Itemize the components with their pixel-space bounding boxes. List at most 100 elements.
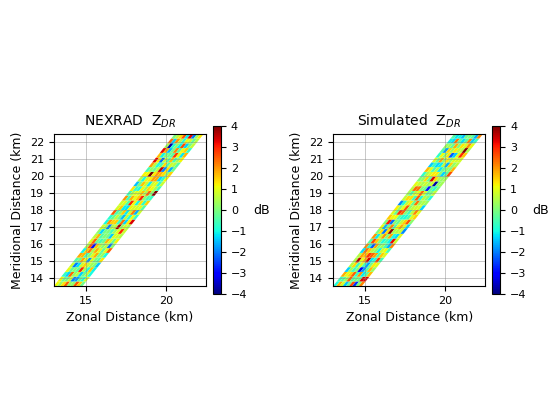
Polygon shape [458, 148, 465, 153]
Polygon shape [181, 153, 189, 158]
Polygon shape [439, 148, 446, 153]
Polygon shape [432, 158, 438, 163]
Polygon shape [82, 262, 88, 267]
Polygon shape [437, 167, 444, 172]
Polygon shape [393, 239, 400, 243]
Polygon shape [386, 239, 393, 243]
Polygon shape [128, 200, 135, 205]
Polygon shape [187, 134, 194, 139]
Polygon shape [88, 257, 96, 262]
Polygon shape [421, 191, 428, 196]
Polygon shape [193, 139, 200, 143]
Polygon shape [162, 153, 170, 158]
Polygon shape [83, 248, 90, 253]
Polygon shape [412, 191, 418, 196]
Polygon shape [366, 248, 373, 253]
Polygon shape [419, 181, 426, 186]
Polygon shape [100, 243, 107, 248]
Polygon shape [93, 248, 100, 253]
Polygon shape [367, 262, 375, 267]
Polygon shape [129, 220, 136, 224]
Polygon shape [106, 220, 113, 224]
Polygon shape [80, 281, 86, 286]
Polygon shape [447, 158, 455, 163]
Polygon shape [170, 167, 178, 172]
Polygon shape [65, 267, 72, 272]
Polygon shape [433, 167, 441, 172]
Polygon shape [416, 205, 423, 210]
Polygon shape [131, 200, 138, 205]
Polygon shape [95, 229, 102, 234]
Polygon shape [390, 234, 397, 239]
Polygon shape [435, 153, 442, 158]
Polygon shape [356, 253, 363, 257]
Polygon shape [122, 224, 129, 229]
Polygon shape [169, 153, 176, 158]
Polygon shape [377, 239, 384, 243]
Polygon shape [190, 134, 198, 139]
Polygon shape [365, 257, 372, 262]
Polygon shape [164, 172, 170, 177]
Polygon shape [88, 262, 95, 267]
Polygon shape [344, 267, 351, 272]
Polygon shape [124, 200, 132, 205]
Polygon shape [466, 139, 473, 143]
Polygon shape [147, 172, 154, 177]
Polygon shape [148, 191, 155, 196]
Polygon shape [376, 243, 383, 248]
Polygon shape [102, 229, 109, 234]
Polygon shape [95, 234, 102, 239]
Polygon shape [180, 139, 187, 143]
Polygon shape [353, 272, 361, 277]
Polygon shape [446, 172, 453, 177]
Polygon shape [369, 248, 376, 253]
Polygon shape [355, 257, 362, 262]
Polygon shape [360, 272, 367, 277]
Polygon shape [78, 267, 85, 272]
Polygon shape [423, 172, 430, 177]
Polygon shape [106, 243, 114, 248]
Polygon shape [103, 220, 110, 224]
Polygon shape [377, 257, 385, 262]
Polygon shape [398, 224, 405, 229]
Polygon shape [353, 277, 360, 281]
Polygon shape [172, 148, 180, 153]
Polygon shape [367, 267, 374, 272]
Polygon shape [118, 229, 125, 234]
Polygon shape [114, 205, 122, 210]
Polygon shape [413, 181, 419, 186]
Polygon shape [395, 220, 402, 224]
Polygon shape [73, 257, 80, 262]
Polygon shape [385, 224, 392, 229]
Polygon shape [374, 234, 381, 239]
Polygon shape [154, 167, 161, 172]
Polygon shape [362, 253, 369, 257]
Title: NEXRAD  Z$_{DR}$: NEXRAD Z$_{DR}$ [84, 113, 176, 130]
Polygon shape [460, 139, 466, 143]
Polygon shape [366, 272, 373, 277]
Polygon shape [144, 196, 151, 200]
Polygon shape [138, 191, 146, 196]
Polygon shape [110, 210, 118, 215]
Polygon shape [428, 186, 435, 191]
Polygon shape [442, 172, 450, 177]
Polygon shape [170, 148, 176, 153]
Polygon shape [125, 196, 132, 200]
Polygon shape [455, 153, 461, 158]
Polygon shape [167, 167, 174, 172]
Polygon shape [347, 272, 354, 277]
Polygon shape [112, 224, 119, 229]
Polygon shape [185, 148, 193, 153]
Polygon shape [158, 158, 166, 163]
Polygon shape [167, 163, 175, 167]
Polygon shape [384, 234, 391, 239]
Polygon shape [404, 224, 411, 229]
Polygon shape [156, 181, 163, 186]
Polygon shape [184, 139, 190, 143]
Polygon shape [359, 277, 366, 281]
Polygon shape [79, 257, 86, 262]
Polygon shape [168, 158, 175, 163]
Polygon shape [60, 281, 67, 286]
Polygon shape [446, 167, 454, 172]
Polygon shape [135, 196, 142, 200]
